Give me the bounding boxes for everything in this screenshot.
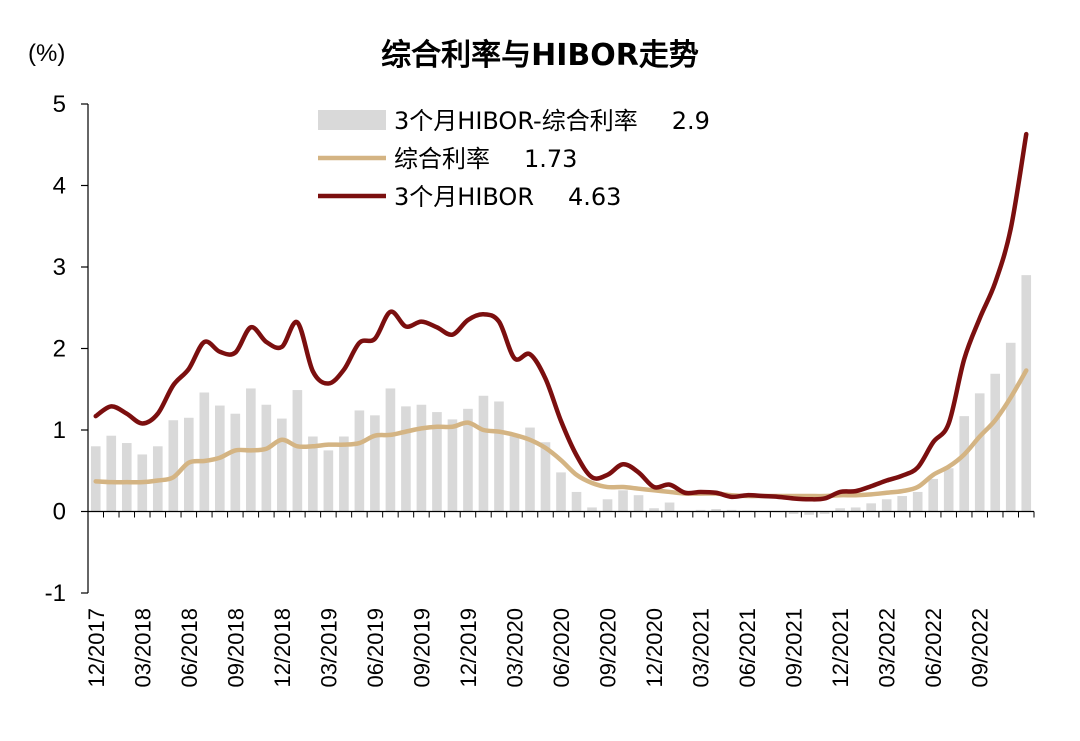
bar-07-2019 [385, 388, 396, 512]
bar-12-2022 [1021, 275, 1032, 512]
x-tick-label: 09/2022 [968, 608, 993, 688]
bar-11-2018 [261, 404, 272, 512]
bar-10-2020 [618, 490, 628, 512]
bar-09-2022 [974, 393, 985, 512]
bar-12-2020 [649, 508, 659, 512]
bar-02-2019 [308, 436, 318, 512]
bar-09-2019 [416, 404, 427, 512]
y-axis-unit-label: (%) [28, 40, 66, 67]
bar-04-2021 [711, 509, 721, 512]
bar-12-2021 [835, 508, 845, 512]
axes-layer: 5 4 3 2 1 0 -1 12/2017 03/2018 06/2018 09/2018 12/2… [45, 91, 1035, 688]
legend-value: 1.73 [524, 145, 577, 173]
line-series-hibor-3m [93, 131, 1029, 502]
bar-06-2022 [928, 478, 939, 512]
x-tick-label: 09/2021 [782, 608, 807, 688]
bar-06-2019 [370, 415, 380, 512]
bar-05-2020 [540, 442, 551, 512]
bar-09-2020 [602, 499, 613, 512]
bar-10-2019 [432, 412, 442, 512]
bars-layer [90, 275, 1032, 515]
bar-10-2022 [990, 373, 1001, 512]
legend-label: 综合利率 [394, 145, 490, 173]
x-tick-label: 12/2017 [84, 608, 109, 688]
x-tick-label: 12/2020 [642, 608, 667, 688]
x-tick-label: 06/2019 [363, 608, 388, 688]
y-tick-label: 0 [53, 499, 66, 526]
x-tick-label: 09/2020 [596, 608, 621, 688]
legend-swatch-bar [318, 110, 386, 130]
bar-01-2022 [850, 507, 861, 512]
bar-05-2022 [912, 491, 923, 512]
x-tick-label: 06/2020 [549, 608, 574, 688]
bar-07-2022 [943, 468, 954, 512]
x-tick-label: 12/2019 [456, 608, 481, 688]
bar-03-2020 [509, 434, 520, 512]
legend-value: 2.9 [672, 107, 710, 135]
x-tick-label: 09/2018 [223, 608, 248, 688]
y-tick-label: 5 [53, 91, 66, 118]
bar-12-2017 [90, 446, 101, 512]
lines-layer [93, 131, 1029, 502]
x-tick-label: 03/2018 [130, 608, 155, 688]
bar-04-2020 [525, 427, 535, 512]
bar-05-2019 [354, 410, 365, 512]
bar-04-2019 [339, 436, 349, 512]
bar-11-2021 [819, 511, 830, 514]
bar-03-2022 [881, 499, 892, 512]
bar-01-2018 [106, 435, 117, 512]
x-tick-label: 03/2022 [875, 608, 900, 688]
x-tick-label: 06/2018 [177, 608, 202, 688]
x-tick-label: 03/2019 [316, 608, 341, 688]
bar-07-2018 [199, 392, 210, 512]
bar-11-2019 [447, 419, 458, 512]
bar-05-2018 [168, 420, 179, 512]
legend: 3个月HIBOR-综合利率 2.9 综合利率 1.73 3个月HIBOR 4.63 [318, 107, 710, 211]
x-tick-label: 03/2021 [689, 608, 714, 688]
y-tick-label: 2 [53, 336, 66, 363]
bar-03-2019 [323, 450, 334, 512]
y-tick-label: 1 [53, 417, 66, 444]
bar-02-2022 [866, 503, 876, 512]
y-tick-label: 3 [53, 254, 66, 281]
legend-label: 3个月HIBOR [394, 183, 534, 211]
bar-02-2020 [494, 401, 504, 512]
bar-02-2018 [121, 443, 132, 512]
x-tick-label: 09/2019 [409, 608, 434, 688]
bar-08-2020 [587, 507, 597, 512]
bar-06-2020 [556, 472, 566, 512]
bar-12-2018 [277, 418, 287, 512]
x-tick-label: 06/2021 [735, 608, 760, 688]
x-tick-label: 06/2022 [921, 608, 946, 688]
y-tick-label: 4 [53, 173, 66, 200]
legend-value: 4.63 [568, 183, 621, 211]
bar-08-2019 [401, 406, 411, 512]
x-tick-label: 12/2021 [828, 608, 853, 688]
bar-11-2022 [1005, 342, 1016, 512]
bar-01-2019 [292, 390, 303, 512]
bar-05-2021 [726, 509, 737, 512]
bar-10-2021 [804, 511, 814, 515]
bar-09-2021 [788, 511, 799, 514]
bar-04-2022 [897, 496, 907, 512]
legend-label: 3个月HIBOR-综合利率 [394, 107, 638, 135]
bar-11-2020 [633, 495, 644, 512]
bar-12-2019 [463, 408, 473, 512]
bar-01-2021 [664, 502, 675, 512]
bar-03-2021 [695, 509, 706, 512]
x-tick-label: 12/2018 [270, 608, 295, 688]
y-tick-label: -1 [45, 580, 66, 607]
line-series-composite-rate [93, 368, 1029, 499]
bar-07-2020 [571, 491, 582, 512]
bar-08-2022 [959, 416, 970, 512]
bar-09-2018 [230, 413, 241, 512]
x-tick-label: 03/2020 [502, 608, 527, 688]
bar-01-2020 [478, 395, 489, 512]
chart-title: 综合利率与HIBOR走势 [381, 38, 699, 73]
